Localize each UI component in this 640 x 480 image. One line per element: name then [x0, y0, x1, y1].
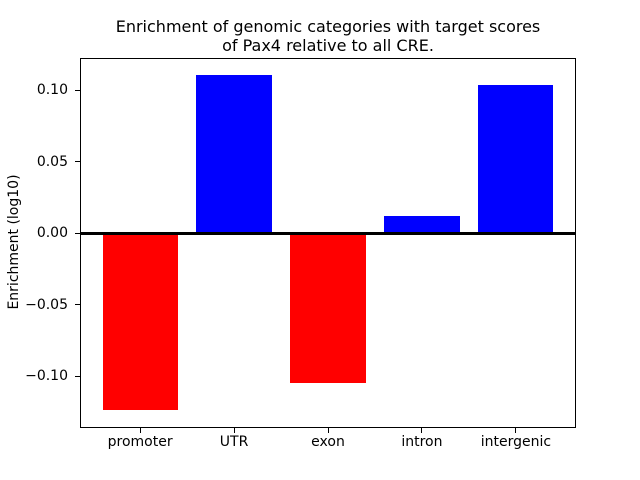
y-tick-mark — [75, 161, 80, 163]
zero-baseline — [81, 231, 575, 235]
bar-exon — [290, 233, 366, 384]
x-tick-mark — [139, 427, 141, 433]
x-tick-mark — [421, 427, 423, 433]
chart-title: Enrichment of genomic categories with ta… — [116, 17, 541, 55]
y-tick-mark — [75, 232, 80, 234]
x-tick-mark — [515, 427, 517, 433]
x-tick-label-exon: exon — [311, 433, 345, 450]
chart-title-line2: of Pax4 relative to all CRE. — [222, 36, 434, 55]
y-tick-mark — [75, 89, 80, 91]
y-tick-mark — [75, 304, 80, 306]
x-tick-label-intergenic: intergenic — [480, 433, 552, 450]
y-tick-label: −0.10 — [25, 368, 68, 385]
y-tick-label: −0.05 — [25, 296, 68, 313]
x-tick-mark — [327, 427, 329, 433]
x-tick-label-UTR: UTR — [219, 433, 249, 450]
y-tick-label: 0.10 — [36, 82, 68, 99]
x-tick-label-intron: intron — [401, 433, 443, 450]
y-axis-label: Enrichment (log10) — [6, 174, 22, 310]
x-tick-label-promoter: promoter — [107, 433, 173, 450]
y-tick-label: 0.00 — [36, 225, 68, 242]
bar-intergenic — [478, 84, 554, 234]
y-tick-label: 0.05 — [36, 153, 68, 170]
x-tick-mark — [233, 427, 235, 433]
chart-title-line1: Enrichment of genomic categories with ta… — [115, 17, 541, 36]
bar-promoter — [102, 233, 178, 411]
bar-UTR — [196, 74, 272, 234]
y-tick-mark — [75, 375, 80, 377]
bar-intron — [384, 216, 460, 234]
plot-area — [80, 57, 576, 428]
